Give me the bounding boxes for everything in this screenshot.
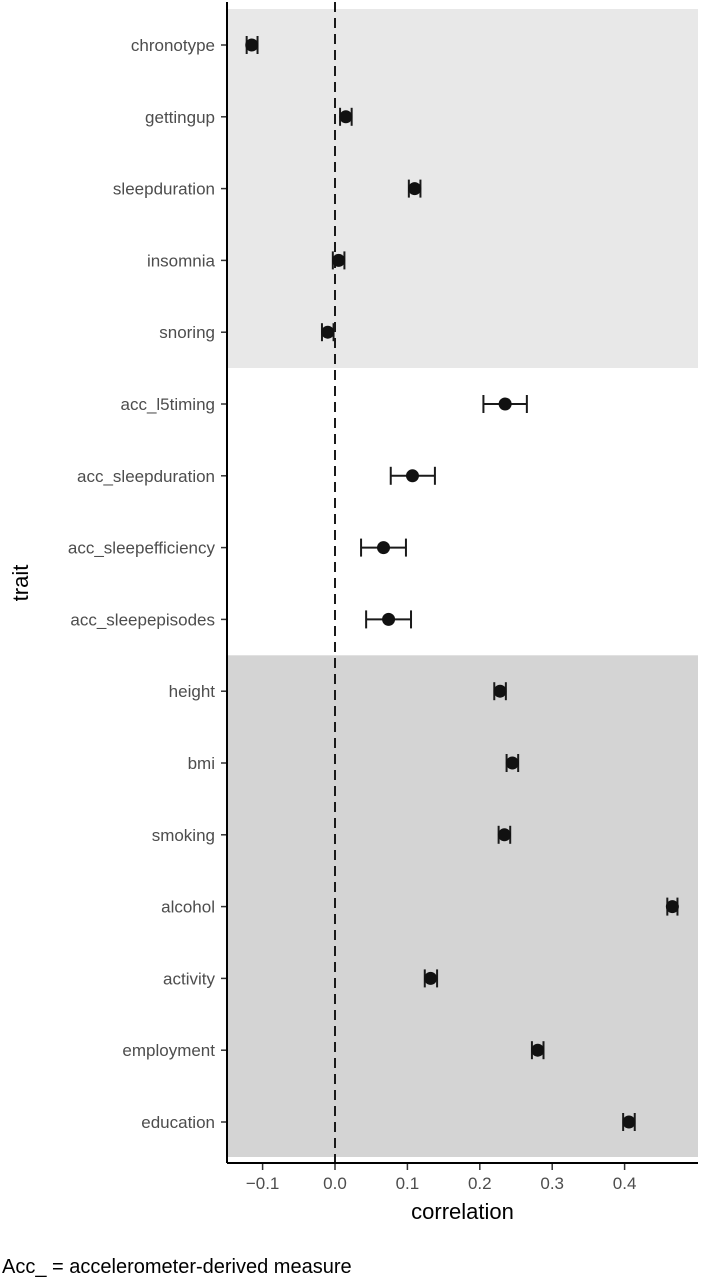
point-acc_sleepepisodes: [382, 612, 396, 626]
group-band-0: [227, 9, 698, 369]
x-tick-label: 0.3: [540, 1174, 564, 1193]
point-gettingup: [339, 110, 353, 124]
forest-plot: chronotype gettingup sleepduration insomnia…: [8, 2, 698, 1224]
x-tick-label: 0.2: [468, 1174, 492, 1193]
y-tick-label-acc_sleepduration: acc_sleepduration: [77, 467, 215, 486]
x-tick-label: 0.4: [613, 1174, 637, 1193]
point-alcohol: [665, 900, 679, 914]
y-axis-title: trait: [8, 565, 33, 602]
point-acc_sleepefficiency: [377, 541, 391, 555]
group-bands: [227, 9, 698, 1157]
point-height: [493, 684, 507, 698]
y-tick-label-insomnia: insomnia: [147, 251, 216, 270]
x-tick-label: −0.1: [246, 1174, 280, 1193]
x-axis-title: correlation: [411, 1199, 514, 1224]
y-tick-label-snoring: snoring: [159, 323, 215, 342]
point-bmi: [505, 756, 519, 770]
y-tick-label-employment: employment: [122, 1041, 215, 1060]
y-tick-label-gettingup: gettingup: [145, 108, 215, 127]
point-insomnia: [332, 253, 346, 267]
x-tick-label: 0.0: [323, 1174, 347, 1193]
y-tick-label-acc_sleepefficiency: acc_sleepefficiency: [68, 539, 216, 558]
y-tick-label-education: education: [141, 1113, 215, 1132]
footnote: Acc_ = accelerometer-derived measure: [2, 1256, 352, 1278]
group-band-1: [227, 368, 698, 656]
point-smoking: [497, 828, 511, 842]
point-sleepduration: [408, 182, 422, 196]
group-band-2: [227, 655, 698, 1157]
y-tick-label-alcohol: alcohol: [161, 898, 215, 917]
y-tick-label-acc_sleepepisodes: acc_sleepepisodes: [70, 610, 215, 629]
y-tick-label-activity: activity: [163, 969, 215, 988]
y-tick-label-bmi: bmi: [188, 754, 215, 773]
x-tick-label: 0.1: [396, 1174, 420, 1193]
point-education: [622, 1115, 636, 1129]
point-acc_l5timing: [498, 397, 512, 411]
y-tick-label-sleepduration: sleepduration: [113, 180, 215, 199]
point-activity: [424, 971, 438, 985]
data-marks: [245, 36, 679, 1131]
point-snoring: [321, 325, 335, 339]
y-axis-ticks: chronotype gettingup sleepduration insomnia…: [68, 36, 227, 1132]
y-tick-label-height: height: [169, 682, 216, 701]
y-tick-label-chronotype: chronotype: [131, 36, 215, 55]
point-chronotype: [245, 38, 259, 52]
x-axis-ticks: −0.1 0.0 0.1 0.2 0.3 0.4: [246, 1163, 637, 1193]
y-tick-label-acc_l5timing: acc_l5timing: [121, 395, 216, 414]
y-tick-label-smoking: smoking: [152, 826, 215, 845]
point-acc_sleepduration: [405, 469, 419, 483]
point-employment: [531, 1043, 545, 1057]
